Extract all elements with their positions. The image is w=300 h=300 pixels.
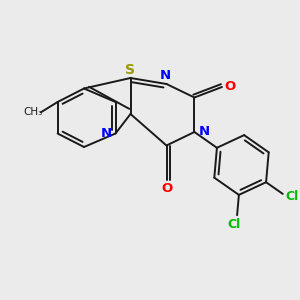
Text: N: N [101, 127, 112, 140]
Text: O: O [161, 182, 172, 196]
Text: Cl: Cl [227, 218, 241, 231]
Text: N: N [159, 69, 171, 82]
Text: S: S [125, 63, 136, 76]
Text: CH₃: CH₃ [24, 107, 43, 117]
Text: N: N [198, 125, 210, 139]
Text: O: O [225, 80, 236, 93]
Text: Cl: Cl [285, 190, 298, 203]
